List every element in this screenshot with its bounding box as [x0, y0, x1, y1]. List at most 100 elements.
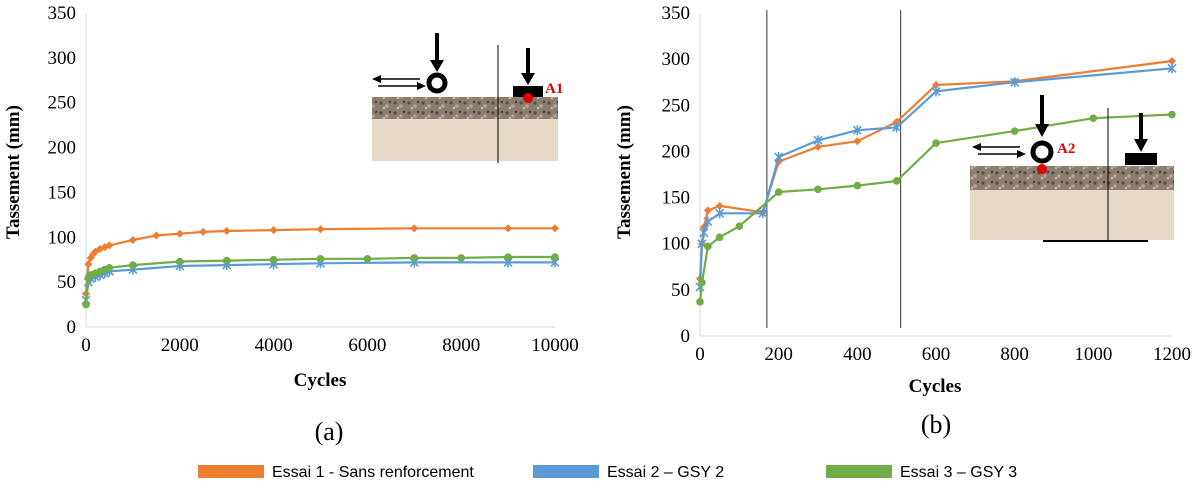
inset-diagram-b: A2 [970, 95, 1174, 242]
plot-area-b: 0 50 100 150 200 250 300 350 0 200 400 600 800 1000 12… [662, 3, 1192, 365]
y-tick-label: 150 [48, 182, 77, 203]
data-point-essai-2 [1010, 77, 1020, 88]
x-tick-label: 200 [764, 344, 793, 365]
data-point-essai-3 [129, 261, 137, 269]
data-point-essai-3 [363, 255, 372, 263]
x-tick-label: 2000 [161, 335, 199, 356]
y-tick-label: 350 [662, 3, 691, 24]
data-point-essai-3 [176, 257, 184, 266]
data-point-essai-3 [551, 253, 559, 261]
x-tick-label: 400 [843, 344, 872, 365]
data-point-essai-3 [696, 298, 704, 306]
x-tick-label: 1000 [1074, 344, 1112, 365]
sensor-label-a1: A1 [545, 81, 563, 97]
data-point-essai-3 [410, 254, 419, 262]
data-point-essai-1 [932, 80, 940, 89]
sensor-icon [523, 93, 533, 103]
y-tick-label: 200 [662, 141, 691, 162]
data-point-essai-2 [1167, 63, 1177, 74]
data-point-essai-2 [699, 227, 709, 238]
panel-label-b: (b) [921, 410, 951, 439]
data-point-essai-2 [774, 151, 784, 162]
data-point-essai-1 [703, 206, 712, 215]
data-point-essai-1 [316, 225, 325, 234]
data-point-essai-3 [814, 185, 822, 194]
data-point-essai-3 [82, 300, 90, 309]
legend-label-essai-2: Essai 2 – GSY 2 [607, 464, 724, 481]
sensor-label-a2: A2 [1057, 141, 1075, 157]
data-point-essai-1 [86, 253, 95, 262]
arrow-icon [430, 33, 444, 72]
data-point-essai-1 [199, 227, 208, 236]
data-point-essai-3 [222, 256, 231, 265]
legend-label-essai-1: Essai 1 - Sans renforcement [272, 464, 474, 481]
wheel-icon [1030, 140, 1054, 164]
legend-label-essai-3: Essai 3 – GSY 3 [900, 464, 1017, 481]
y-tick-label: 0 [67, 317, 77, 338]
data-point-essai-3 [1168, 110, 1176, 119]
legend-swatch-essai-3 [826, 465, 892, 478]
data-point-essai-3 [735, 222, 744, 230]
y-axis-label-a: Tassement (mm) [3, 105, 24, 239]
data-point-essai-3 [715, 233, 724, 242]
data-point-essai-2 [892, 122, 902, 133]
data-point-essai-1 [175, 229, 184, 238]
x-tick-label: 4000 [255, 335, 293, 356]
panel-label-a: (a) [315, 417, 344, 446]
data-point-essai-1 [105, 241, 114, 250]
y-tick-label: 300 [662, 49, 691, 70]
data-point-essai-1 [222, 227, 231, 236]
data-point-essai-1 [853, 137, 862, 146]
y-tick-label: 350 [48, 3, 77, 24]
data-point-essai-3 [504, 253, 512, 261]
x-tick-label: 600 [922, 344, 951, 365]
data-point-essai-1 [84, 260, 93, 269]
wheel-icon [426, 72, 448, 94]
plot-area-a: 0 50 100 150 200 250 300 350 0 2000 4000 6000 8000 10… [48, 3, 579, 356]
arrow-icon [1035, 95, 1049, 137]
data-point-essai-1 [410, 224, 419, 233]
data-point-essai-3 [1010, 127, 1019, 135]
chart-b: 0 50 100 150 200 250 300 350 0 200 400 600 800 1000 12… [614, 3, 1191, 439]
x-tick-label: 1200 [1153, 344, 1191, 365]
data-point-essai-2 [715, 208, 725, 219]
x-axis-label-b: Cycles [909, 376, 962, 397]
x-axis-label-a: Cycles [294, 370, 347, 391]
y-tick-label: 0 [681, 326, 691, 347]
data-point-essai-3 [698, 278, 706, 287]
arrow-icon [521, 48, 535, 85]
data-point-essai-1 [152, 231, 161, 240]
x-tick-label: 800 [1000, 344, 1029, 365]
x-tick-label: 0 [81, 335, 91, 356]
y-tick-label: 100 [48, 227, 77, 248]
data-point-essai-1 [551, 224, 559, 233]
legend-swatch-essai-1 [198, 465, 264, 478]
data-point-essai-2 [852, 125, 862, 136]
data-point-essai-3 [105, 263, 114, 272]
x-tick-label: 0 [695, 344, 705, 365]
data-point-essai-3 [892, 177, 901, 185]
data-point-essai-1 [128, 235, 137, 244]
legend-swatch-essai-2 [533, 465, 599, 478]
data-point-essai-2 [703, 216, 713, 227]
y-tick-label: 250 [662, 95, 691, 116]
data-point-essai-2 [758, 208, 768, 219]
data-point-essai-3 [853, 181, 862, 190]
data-point-essai-1 [269, 226, 278, 235]
y-tick-label: 200 [48, 138, 77, 159]
y-tick-label: 300 [48, 48, 77, 69]
sensor-icon [1037, 164, 1047, 174]
y-tick-label: 250 [48, 93, 77, 114]
y-axis-label-b: Tassement (mm) [614, 105, 635, 239]
x-tick-label: 8000 [442, 335, 480, 356]
double-arrow-icon [972, 143, 1026, 158]
data-point-essai-2 [931, 86, 941, 97]
data-point-essai-1 [715, 201, 724, 210]
double-arrow-icon [372, 75, 426, 90]
y-tick-label: 100 [662, 234, 691, 255]
data-point-essai-3 [932, 139, 940, 147]
y-tick-label: 150 [662, 188, 691, 209]
data-point-essai-3 [269, 255, 278, 264]
data-point-essai-3 [316, 255, 325, 263]
